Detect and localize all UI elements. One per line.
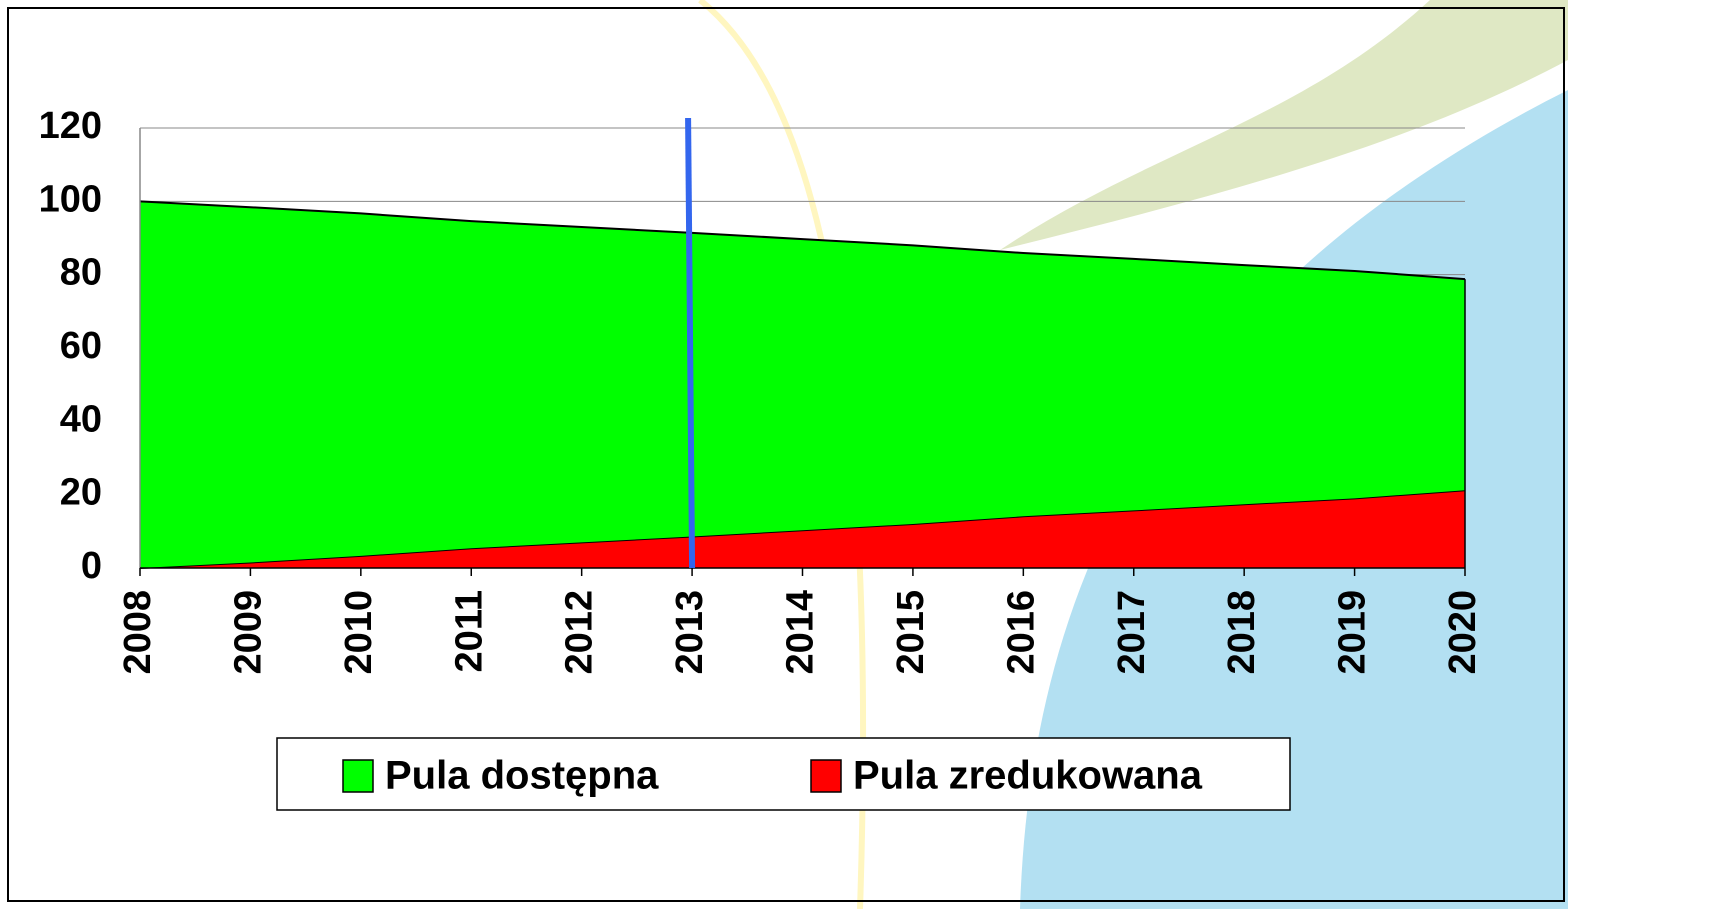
x-tick-label: 2008 (117, 590, 159, 675)
plot: 0 20 40 60 80 100 120 2008 2009 2010 2011 2012 2013 2… (39, 105, 1484, 675)
legend-box (276, 737, 1291, 811)
legend-label: Pula dostępna (385, 754, 659, 798)
legend-swatch (810, 759, 842, 793)
x-tick-label: 2015 (890, 590, 932, 675)
y-tick-label: 20 (60, 472, 102, 514)
x-tick-label: 2017 (1111, 590, 1153, 675)
legend-label: Pula zredukowana (853, 754, 1203, 798)
x-tick-label: 2020 (1442, 590, 1484, 675)
x-tick-label: 2012 (559, 590, 601, 675)
x-tick-label: 2018 (1221, 590, 1263, 675)
x-tick-label: 2016 (1000, 590, 1042, 675)
legend: Pula dostępna Pula zredukowana (342, 754, 1203, 798)
x-tick-label: 2013 (669, 590, 711, 675)
frame (7, 7, 1565, 902)
x-tick-label: 2011 (448, 590, 490, 672)
x-tick-label: 2019 (1332, 590, 1374, 675)
y-tick-label: 80 (60, 252, 102, 294)
y-tick-label: 60 (60, 325, 102, 367)
decor-green (1000, 0, 1568, 250)
y-tick-label: 40 (60, 398, 102, 440)
marker-line (685, 117, 696, 569)
x-tick-label: 2009 (227, 590, 269, 675)
x-tick-label: 2014 (780, 590, 822, 675)
y-tick-label: 0 (81, 545, 102, 587)
x-tick-label: 2010 (338, 590, 380, 675)
legend-swatch (342, 759, 374, 793)
y-tick-label: 120 (39, 105, 102, 147)
y-tick-label: 100 (39, 178, 102, 220)
area (140, 201, 1465, 569)
area-edge (139, 200, 1466, 281)
